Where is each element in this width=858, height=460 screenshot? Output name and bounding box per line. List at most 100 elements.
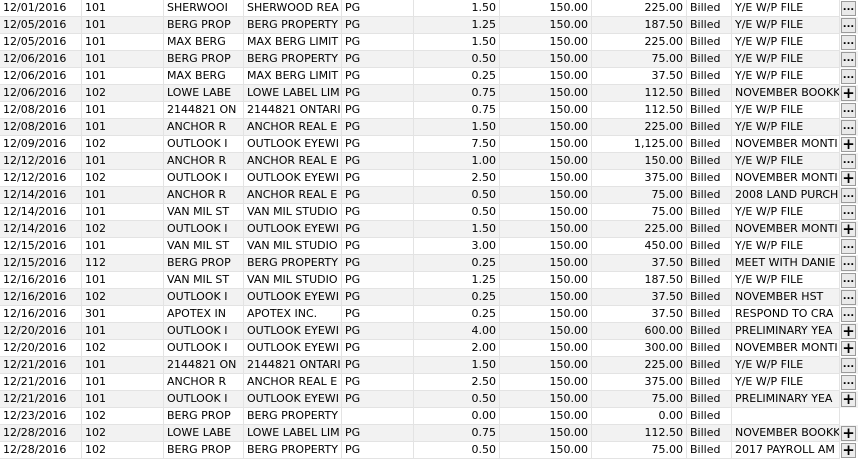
status-cell[interactable]: Billed [687, 119, 732, 136]
rate-cell[interactable]: 150.00 [500, 357, 592, 374]
ellipsis-button[interactable]: ... [841, 154, 856, 169]
client-name-cell[interactable]: OUTLOOK EYEWI [244, 289, 342, 306]
rate-cell[interactable]: 150.00 [500, 306, 592, 323]
rate-cell[interactable]: 150.00 [500, 153, 592, 170]
staff-initials-cell[interactable]: PG [342, 153, 414, 170]
ellipsis-button[interactable]: ... [841, 69, 856, 84]
hours-cell[interactable]: 1.50 [414, 357, 500, 374]
staff-initials-cell[interactable]: PG [342, 255, 414, 272]
description-cell[interactable]: Y/E W/P FILE [732, 119, 840, 136]
date-cell[interactable]: 12/21/2016 [0, 357, 82, 374]
hours-cell[interactable]: 0.50 [414, 204, 500, 221]
table-row[interactable]: 12/12/2016 101 ANCHOR R ANCHOR REAL E PG 1.00… [0, 153, 858, 170]
code-cell[interactable]: 102 [82, 289, 164, 306]
client-name-cell[interactable]: OUTLOOK EYEWI [244, 170, 342, 187]
description-cell[interactable]: NOVEMBER MONTI [732, 136, 840, 153]
status-cell[interactable]: Billed [687, 425, 732, 442]
date-cell[interactable]: 12/15/2016 [0, 255, 82, 272]
hours-cell[interactable]: 1.50 [414, 119, 500, 136]
table-row[interactable]: 12/28/2016 102 BERG PROP BERG PROPERTY PG 0.5… [0, 442, 858, 459]
status-cell[interactable]: Billed [687, 85, 732, 102]
staff-initials-cell[interactable]: PG [342, 51, 414, 68]
hours-cell[interactable]: 3.00 [414, 238, 500, 255]
expand-plus-icon[interactable]: + [841, 220, 856, 238]
client-short-cell[interactable]: BERG PROP [164, 408, 244, 425]
client-short-cell[interactable]: VAN MIL ST [164, 272, 244, 289]
amount-cell[interactable]: 225.00 [592, 221, 687, 238]
staff-initials-cell[interactable]: PG [342, 306, 414, 323]
date-cell[interactable]: 12/16/2016 [0, 306, 82, 323]
hours-cell[interactable]: 0.25 [414, 306, 500, 323]
code-cell[interactable]: 102 [82, 85, 164, 102]
rate-cell[interactable]: 150.00 [500, 136, 592, 153]
hours-cell[interactable]: 0.25 [414, 289, 500, 306]
table-row[interactable]: 12/05/2016 101 BERG PROP BERG PROPERTY PG 1.2… [0, 17, 858, 34]
table-row[interactable]: 12/06/2016 102 LOWE LABE LOWE LABEL LIM PG 0.… [0, 85, 858, 102]
hours-cell[interactable]: 0.75 [414, 102, 500, 119]
hours-cell[interactable]: 1.00 [414, 153, 500, 170]
rate-cell[interactable]: 150.00 [500, 204, 592, 221]
client-short-cell[interactable]: OUTLOOK I [164, 340, 244, 357]
amount-cell[interactable]: 1,125.00 [592, 136, 687, 153]
client-name-cell[interactable]: MAX BERG LIMIT [244, 34, 342, 51]
code-cell[interactable]: 102 [82, 136, 164, 153]
rate-cell[interactable]: 150.00 [500, 221, 592, 238]
amount-cell[interactable]: 37.50 [592, 306, 687, 323]
amount-cell[interactable]: 37.50 [592, 255, 687, 272]
ellipsis-button[interactable]: ... [841, 188, 856, 203]
client-name-cell[interactable]: BERG PROPERTY [244, 17, 342, 34]
code-cell[interactable]: 101 [82, 323, 164, 340]
client-short-cell[interactable]: ANCHOR R [164, 153, 244, 170]
client-short-cell[interactable]: OUTLOOK I [164, 323, 244, 340]
client-short-cell[interactable]: ANCHOR R [164, 119, 244, 136]
table-row[interactable]: 12/16/2016 301 APOTEX IN APOTEX INC. PG 0.25 1… [0, 306, 858, 323]
amount-cell[interactable]: 75.00 [592, 442, 687, 459]
client-name-cell[interactable]: ANCHOR REAL E [244, 153, 342, 170]
client-name-cell[interactable]: VAN MIL STUDIO [244, 272, 342, 289]
client-short-cell[interactable]: OUTLOOK I [164, 170, 244, 187]
status-cell[interactable]: Billed [687, 255, 732, 272]
date-cell[interactable]: 12/14/2016 [0, 221, 82, 238]
staff-initials-cell[interactable]: PG [342, 187, 414, 204]
date-cell[interactable]: 12/15/2016 [0, 238, 82, 255]
table-row[interactable]: 12/15/2016 101 VAN MIL ST VAN MIL STUDIO PG 3… [0, 238, 858, 255]
client-name-cell[interactable]: 2144821 ONTARI [244, 357, 342, 374]
date-cell[interactable]: 12/14/2016 [0, 187, 82, 204]
date-cell[interactable]: 12/21/2016 [0, 391, 82, 408]
rate-cell[interactable]: 150.00 [500, 442, 592, 459]
rate-cell[interactable]: 150.00 [500, 170, 592, 187]
date-cell[interactable]: 12/21/2016 [0, 374, 82, 391]
staff-initials-cell[interactable]: PG [342, 323, 414, 340]
ellipsis-button[interactable]: ... [841, 1, 856, 16]
description-cell[interactable]: RESPOND TO CRA [732, 306, 840, 323]
ellipsis-button[interactable]: ... [841, 120, 856, 135]
code-cell[interactable]: 102 [82, 170, 164, 187]
ellipsis-button[interactable]: ... [841, 35, 856, 50]
client-short-cell[interactable]: BERG PROP [164, 51, 244, 68]
staff-initials-cell[interactable]: PG [342, 272, 414, 289]
client-name-cell[interactable]: ANCHOR REAL E [244, 374, 342, 391]
table-row[interactable]: 12/23/2016 102 BERG PROP BERG PROPERTY 0.00 1… [0, 408, 858, 425]
hours-cell[interactable]: 0.75 [414, 85, 500, 102]
date-cell[interactable]: 12/08/2016 [0, 119, 82, 136]
client-short-cell[interactable]: 2144821 ON [164, 357, 244, 374]
rate-cell[interactable]: 150.00 [500, 408, 592, 425]
rate-cell[interactable]: 150.00 [500, 17, 592, 34]
hours-cell[interactable]: 1.25 [414, 17, 500, 34]
code-cell[interactable]: 102 [82, 442, 164, 459]
description-cell[interactable]: Y/E W/P FILE [732, 238, 840, 255]
date-cell[interactable]: 12/12/2016 [0, 170, 82, 187]
hours-cell[interactable]: 2.50 [414, 170, 500, 187]
code-cell[interactable]: 101 [82, 102, 164, 119]
amount-cell[interactable]: 225.00 [592, 119, 687, 136]
code-cell[interactable]: 101 [82, 68, 164, 85]
amount-cell[interactable]: 75.00 [592, 51, 687, 68]
rate-cell[interactable]: 150.00 [500, 425, 592, 442]
code-cell[interactable]: 102 [82, 425, 164, 442]
description-cell[interactable]: NOVEMBER MONTI [732, 170, 840, 187]
date-cell[interactable]: 12/06/2016 [0, 68, 82, 85]
description-cell[interactable]: NOVEMBER HST [732, 289, 840, 306]
date-cell[interactable]: 12/20/2016 [0, 340, 82, 357]
rate-cell[interactable]: 150.00 [500, 85, 592, 102]
table-row[interactable]: 12/14/2016 101 VAN MIL ST VAN MIL STUDIO PG 0… [0, 204, 858, 221]
